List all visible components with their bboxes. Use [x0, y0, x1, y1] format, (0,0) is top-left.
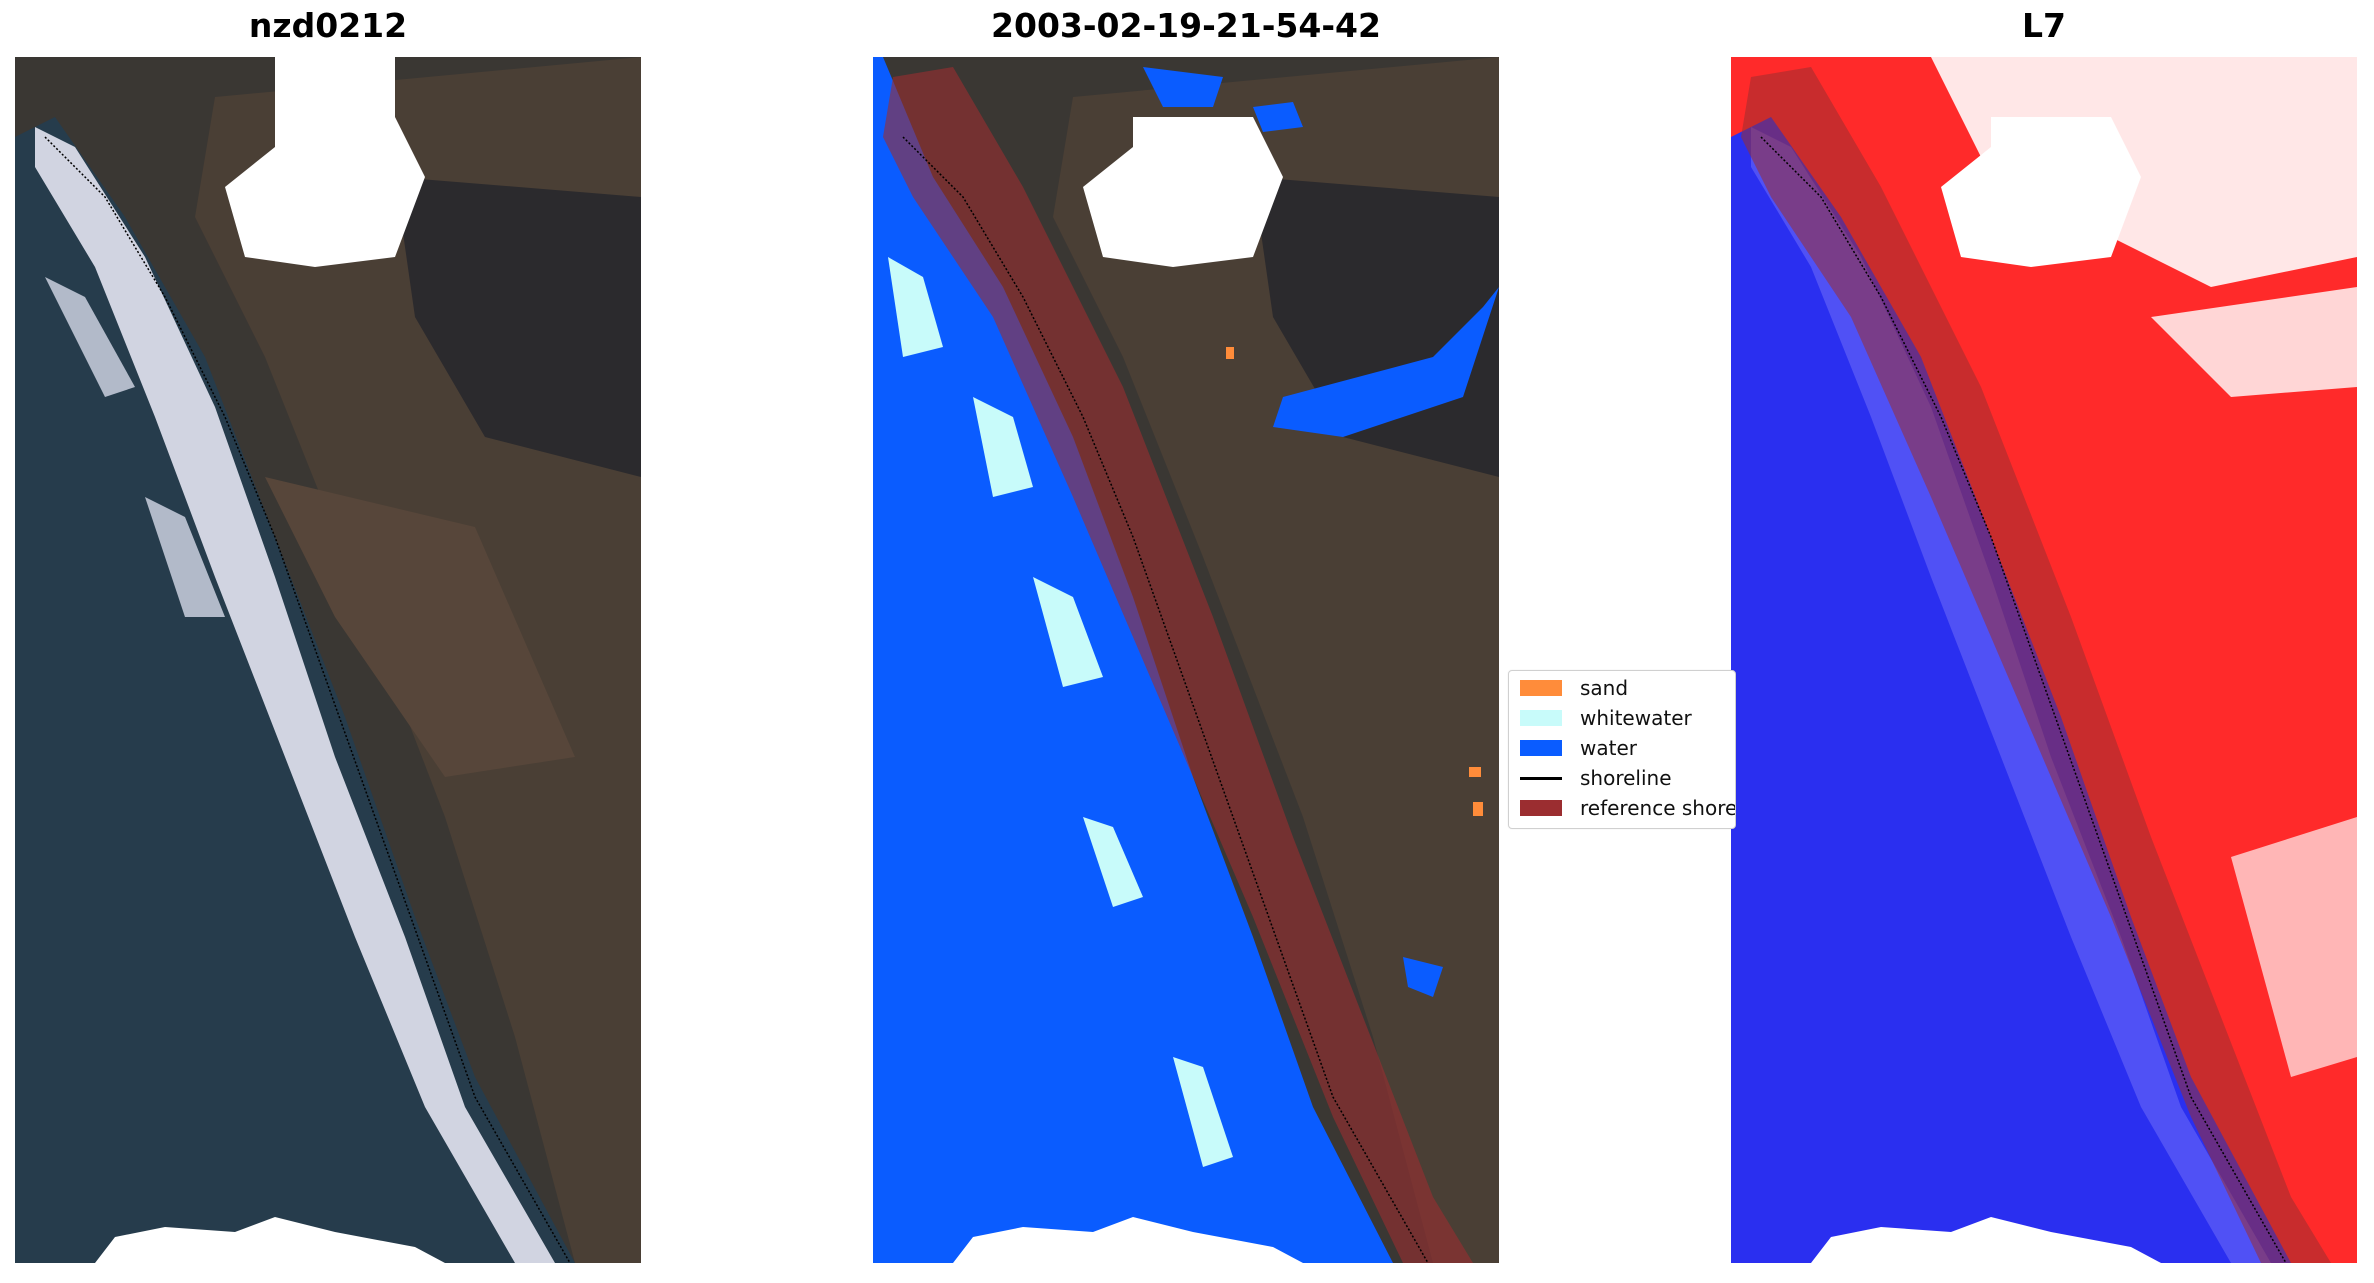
legend-item-water: water — [1509, 733, 1637, 763]
legend-swatch-sand — [1520, 680, 1562, 696]
legend-item-sand: sand — [1509, 673, 1628, 703]
legend-label-water: water — [1580, 736, 1637, 760]
index-image-panel — [1731, 57, 2357, 1263]
legend-swatch-water — [1520, 740, 1562, 756]
panel-title-classified: 2003-02-19-21-54-42 — [991, 6, 1381, 45]
rgb-image-panel — [15, 57, 641, 1263]
legend-label-reference-shoreline: reference shoreline — [1580, 796, 1735, 820]
legend-item-reference-shoreline: reference shoreline — [1509, 793, 1735, 823]
legend-item-whitewater: whitewater — [1509, 703, 1692, 733]
legend-label-shoreline: shoreline — [1580, 766, 1672, 790]
legend-item-shoreline: shoreline — [1509, 763, 1672, 793]
panel-title-rgb: nzd0212 — [248, 6, 408, 45]
index-image — [1731, 57, 2357, 1263]
legend-label-sand: sand — [1580, 676, 1629, 700]
legend-swatch-reference-shoreline — [1520, 800, 1562, 816]
legend-swatch-whitewater — [1520, 710, 1562, 726]
classified-image — [873, 57, 1499, 1263]
class-legend: sand whitewater water shoreline referenc… — [1508, 670, 1736, 829]
classified-image-panel — [873, 57, 1499, 1263]
legend-swatch-shoreline — [1520, 776, 1562, 780]
rgb-image — [15, 57, 641, 1263]
panel-title-index: L7 — [2022, 6, 2066, 45]
legend-label-whitewater: whitewater — [1580, 706, 1692, 730]
